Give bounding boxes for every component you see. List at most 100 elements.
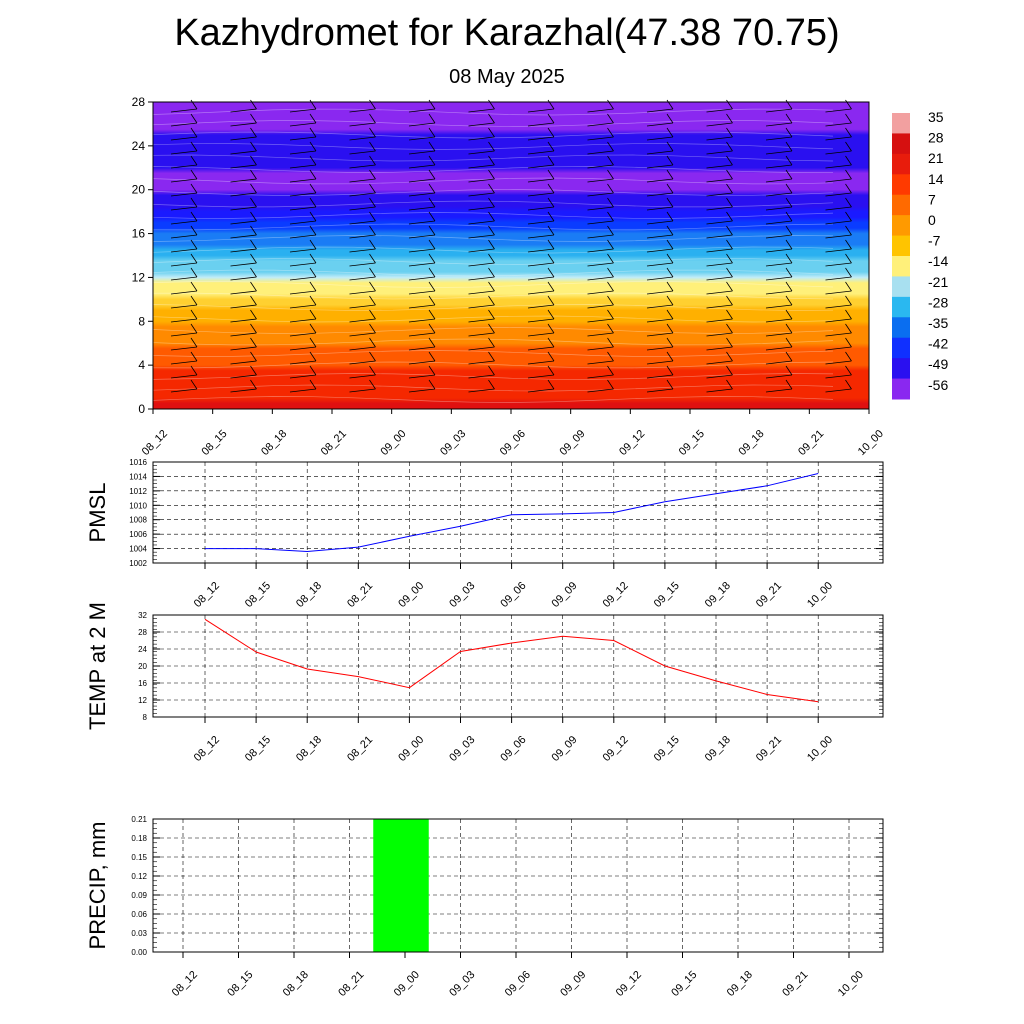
x-tick-label: 09_12 xyxy=(614,969,644,999)
wind-barb xyxy=(230,225,257,239)
wind-barb xyxy=(706,169,733,183)
wind-barb xyxy=(349,295,376,309)
wind-barb xyxy=(468,281,495,295)
x-tick-label: 10_00 xyxy=(805,580,835,610)
wind-barb xyxy=(408,323,436,337)
wind-barb xyxy=(646,169,674,183)
wind-barb xyxy=(408,351,436,365)
y-axis-label: PMSL xyxy=(85,483,110,543)
wind-barb xyxy=(289,351,317,365)
x-tick-label: 09_00 xyxy=(392,969,422,999)
wind-barb xyxy=(349,337,376,351)
wind-barb xyxy=(289,225,317,239)
wind-barb xyxy=(527,309,555,323)
y-tick-label: 1014 xyxy=(129,472,147,481)
wind-barb xyxy=(646,211,674,225)
wind-barb xyxy=(230,323,257,337)
wind-barb xyxy=(706,141,733,155)
y-tick-label: 32 xyxy=(138,611,147,620)
wind-barb xyxy=(289,239,317,253)
wind-barb xyxy=(468,127,495,141)
colorbar-label: 21 xyxy=(928,150,944,166)
wind-barb xyxy=(765,211,793,225)
x-tick-label: 09_12 xyxy=(601,580,631,610)
y-tick-label: 0.09 xyxy=(131,891,147,900)
wind-barb xyxy=(825,127,852,141)
wind-barb xyxy=(706,351,733,365)
wind-barb xyxy=(587,253,614,267)
wind-barb xyxy=(170,225,198,239)
wind-barb xyxy=(170,309,198,323)
wind-barb xyxy=(349,323,376,337)
isotherm-contour xyxy=(152,269,834,277)
wind-barb xyxy=(408,379,436,393)
y-tick-label: 20 xyxy=(132,183,146,197)
wind-barb xyxy=(408,295,436,309)
wind-barb xyxy=(468,337,495,351)
x-tick-label: 08_18 xyxy=(294,734,324,764)
wind-barb xyxy=(230,253,257,267)
wind-barb xyxy=(646,281,674,295)
x-tick-label: 09_06 xyxy=(498,580,528,610)
wind-barb xyxy=(825,183,852,197)
colorbar-segment xyxy=(892,276,910,298)
wind-barb xyxy=(170,253,198,267)
wind-barb xyxy=(468,379,495,393)
x-tick-label: 10_00 xyxy=(856,428,886,458)
wind-barb xyxy=(349,169,376,183)
wind-barb xyxy=(527,281,555,295)
wind-barb xyxy=(408,267,436,281)
wind-barb xyxy=(646,225,674,239)
x-tick-label: 09_03 xyxy=(447,969,477,999)
wind-barb xyxy=(527,337,555,351)
colorbar-segment xyxy=(892,317,910,339)
wind-barb xyxy=(170,267,198,281)
wind-barb xyxy=(170,169,198,183)
wind-barb xyxy=(289,155,317,169)
wind-barb xyxy=(408,253,436,267)
wind-barb xyxy=(230,155,257,169)
wind-barbs xyxy=(170,99,852,393)
wind-barb xyxy=(349,127,376,141)
y-tick-label: 16 xyxy=(132,227,146,241)
x-tick-label: 09_09 xyxy=(558,969,588,999)
wind-barb xyxy=(765,323,793,337)
plot-frame xyxy=(152,614,884,718)
wind-barb xyxy=(468,365,495,379)
x-tick-label: 08_15 xyxy=(243,734,273,764)
y-tick-label: 24 xyxy=(132,139,146,153)
wind-barb xyxy=(587,155,614,169)
y-tick-label: 12 xyxy=(138,696,147,705)
y-tick-label: 0.06 xyxy=(131,910,147,919)
wind-barb xyxy=(706,239,733,253)
isotherm-contour xyxy=(152,143,834,150)
wind-barb xyxy=(170,183,198,197)
y-tick-label: 0.00 xyxy=(131,948,147,957)
y-tick-label: 0.03 xyxy=(131,929,147,938)
wind-barb xyxy=(527,169,555,183)
isotherm-contour xyxy=(152,281,834,288)
y-tick-label: 20 xyxy=(138,662,147,671)
wind-barb xyxy=(527,253,555,267)
wind-barb xyxy=(587,309,614,323)
wind-barb xyxy=(349,225,376,239)
wind-barb xyxy=(646,323,674,337)
wind-barb xyxy=(765,379,793,393)
wind-barb xyxy=(527,351,555,365)
wind-barb xyxy=(230,337,257,351)
wind-barb xyxy=(706,365,733,379)
x-tick-label: 08_12 xyxy=(192,580,222,610)
y-tick-label: 1004 xyxy=(129,545,147,554)
y-tick-label: 0 xyxy=(138,402,145,416)
wind-barb xyxy=(765,309,793,323)
isotherm-contour xyxy=(152,350,834,357)
x-tick-label: 08_21 xyxy=(345,734,375,764)
wind-barb xyxy=(349,309,376,323)
wind-barb xyxy=(765,225,793,239)
colorbar-label: -14 xyxy=(928,253,948,269)
wind-barb xyxy=(825,323,852,337)
colorbar-label: 14 xyxy=(928,171,944,187)
wind-barb xyxy=(765,365,793,379)
cross-section-field xyxy=(153,102,869,409)
wind-barb xyxy=(825,197,852,211)
